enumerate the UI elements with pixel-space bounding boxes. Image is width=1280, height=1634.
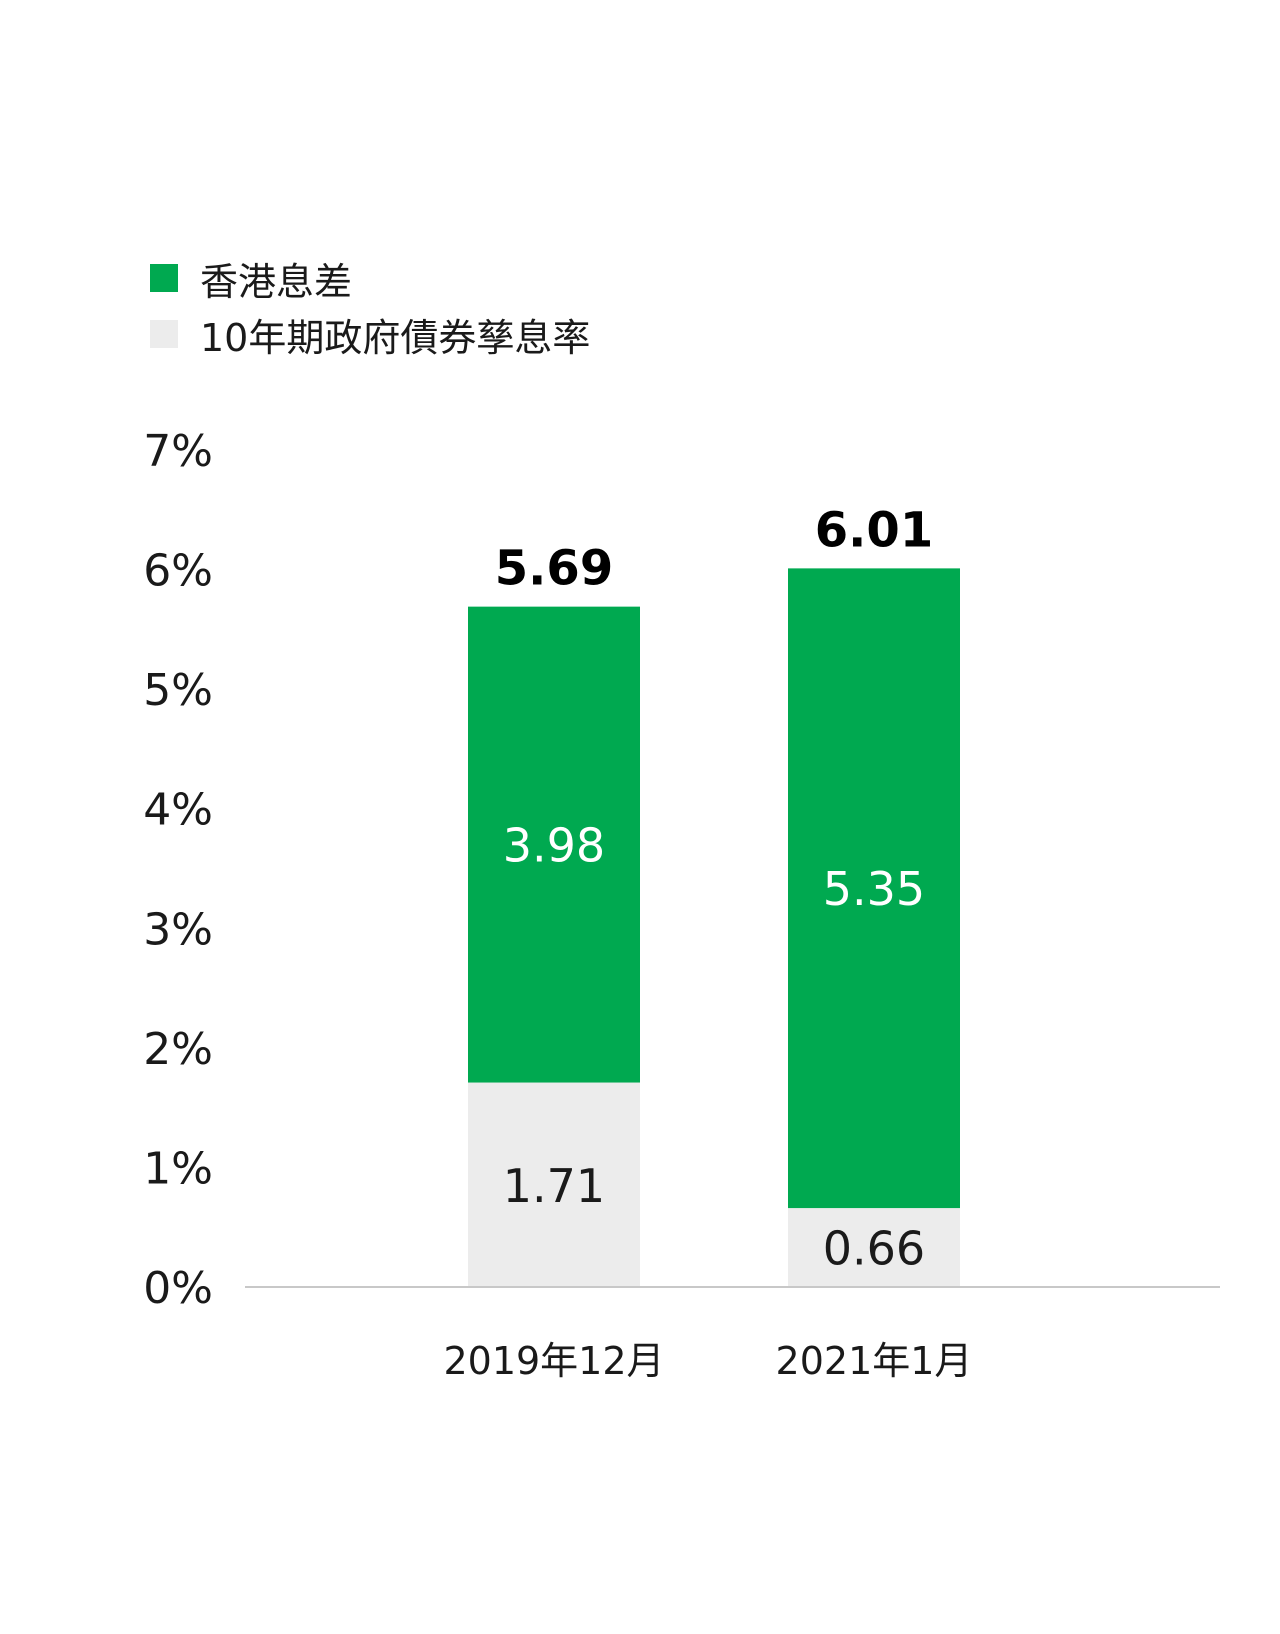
segment-value-label: 0.66 — [823, 1222, 925, 1276]
segment-value-label: 5.35 — [823, 862, 925, 916]
bar-segment — [468, 606, 640, 1083]
y-tick-label: 5% — [143, 665, 213, 716]
legend-swatch-gray — [150, 320, 178, 348]
y-tick-label: 7% — [143, 426, 213, 477]
bar-segment — [788, 568, 960, 1209]
legend-label-hk-spread: 香港息差 — [200, 259, 353, 304]
legend-item-bond-yield: 10年期政府債券孳息率 — [150, 306, 590, 362]
bar-segment — [468, 1082, 640, 1287]
x-category-label: 2019年12月 — [443, 1339, 664, 1383]
y-tick-label: 3% — [143, 904, 213, 955]
bar-segment — [788, 1208, 960, 1287]
y-tick-label: 2% — [143, 1024, 213, 1075]
legend-label-bond-yield: 10年期政府債券孳息率 — [200, 315, 591, 360]
legend: 香港息差 10年期政府債券孳息率 — [150, 250, 590, 362]
y-tick-label: 1% — [143, 1143, 213, 1194]
total-value-label: 6.01 — [815, 502, 933, 558]
segment-value-label: 1.71 — [503, 1159, 605, 1213]
y-tick-label: 0% — [143, 1263, 213, 1314]
x-category-label: 2021年1月 — [776, 1339, 973, 1383]
total-value-label: 5.69 — [495, 541, 613, 597]
segment-value-label: 3.98 — [503, 819, 605, 873]
legend-item-hk-spread: 香港息差 — [150, 250, 590, 306]
legend-swatch-green — [150, 264, 178, 292]
y-tick-label: 4% — [143, 785, 213, 836]
y-tick-label: 6% — [143, 546, 213, 597]
